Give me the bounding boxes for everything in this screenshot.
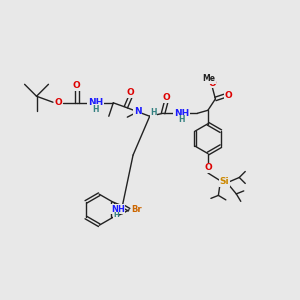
- Text: O: O: [54, 98, 62, 107]
- Text: Si: Si: [220, 178, 229, 187]
- Text: H: H: [113, 212, 119, 218]
- Text: Me: Me: [202, 74, 215, 83]
- Text: H: H: [92, 105, 99, 114]
- Text: O: O: [73, 81, 81, 90]
- Text: O: O: [225, 91, 233, 100]
- Text: O: O: [204, 164, 212, 172]
- Text: O: O: [162, 93, 170, 102]
- Text: H: H: [178, 115, 185, 124]
- Text: N: N: [134, 107, 142, 116]
- Text: NH: NH: [111, 205, 125, 214]
- Text: NH: NH: [174, 109, 189, 118]
- Text: O: O: [126, 88, 134, 98]
- Text: H: H: [150, 108, 157, 117]
- Text: O: O: [208, 79, 216, 88]
- Text: NH: NH: [88, 98, 103, 107]
- Text: Br: Br: [131, 205, 142, 214]
